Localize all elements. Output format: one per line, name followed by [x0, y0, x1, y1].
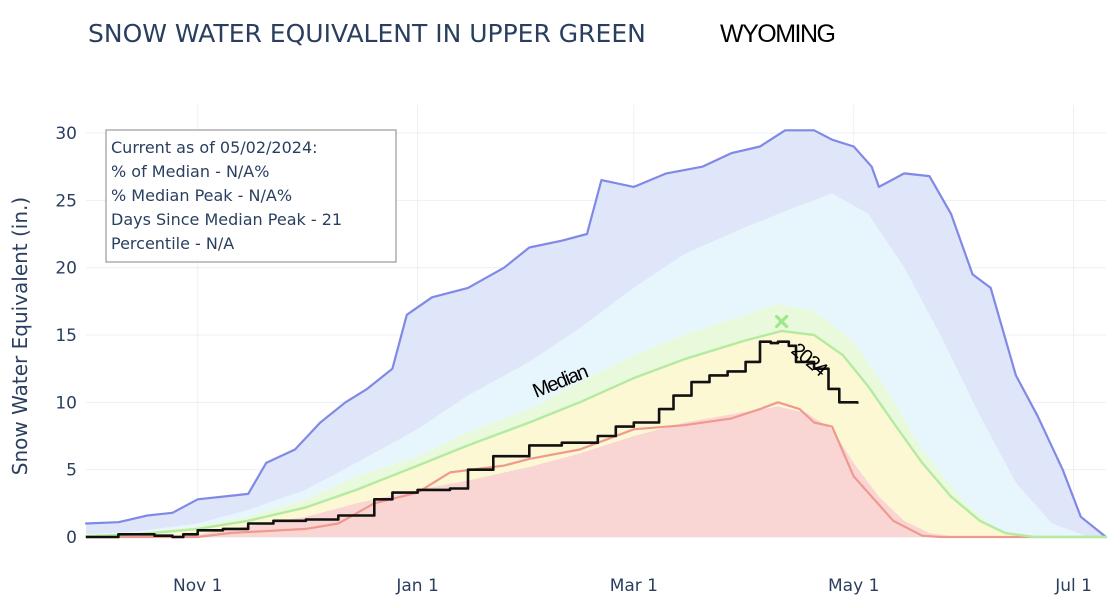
band-10-min — [86, 406, 1106, 537]
info-line-percentile: Percentile - N/A — [111, 234, 234, 253]
y-axis-label: Snow Water Equivalent (in.) — [8, 197, 32, 475]
info-box: Current as of 05/02/2024: % of Median - … — [105, 129, 397, 263]
y-tick-label: 10 — [55, 393, 77, 413]
y-tick-label: 30 — [55, 124, 77, 144]
x-tick-label: Jul 1 — [1054, 576, 1092, 596]
band-max-90 — [86, 130, 1106, 538]
band-median-30 — [86, 331, 1106, 537]
series-line-min — [84, 401, 1108, 539]
series-line-2024 — [86, 340, 859, 539]
info-line-days-since-peak: Days Since Median Peak - 21 — [111, 210, 342, 229]
band-70-median — [86, 304, 1106, 537]
series-line-median — [84, 329, 1108, 539]
x-tick-label: Jan 1 — [395, 576, 438, 596]
info-line-pct-median: % of Median - N/A% — [111, 162, 269, 181]
y-tick-label: 15 — [55, 326, 77, 346]
series-lines — [84, 129, 1108, 539]
y-axis-ticks: 0 5 10 15 20 25 30 — [55, 124, 77, 548]
chart-title: SNOW WATER EQUIVALENT IN UPPER GREEN — [88, 19, 646, 48]
info-box-frame — [105, 129, 397, 263]
info-line-pct-median-peak: % Median Peak - N/A% — [111, 186, 292, 205]
band-30-10 — [86, 361, 1106, 537]
x-tick-label: Mar 1 — [610, 576, 658, 596]
median-peak-marker — [775, 314, 789, 329]
chart-title-state: WYOMING — [720, 20, 835, 48]
info-line-current-as-of: Current as of 05/02/2024: — [111, 138, 318, 157]
y-tick-label: 20 — [55, 259, 77, 279]
band-90-70 — [86, 193, 1106, 537]
x-tick-label: Nov 1 — [173, 576, 222, 596]
y-tick-label: 0 — [66, 528, 77, 548]
y-tick-label: 25 — [55, 191, 77, 211]
percentile-bands — [86, 130, 1106, 538]
series-line-max — [84, 129, 1108, 539]
x-axis-ticks: Nov 1 Jan 1 Mar 1 May 1 Jul 1 — [173, 576, 1092, 596]
x-tick-label: May 1 — [828, 576, 879, 596]
y-tick-label: 5 — [66, 461, 77, 481]
